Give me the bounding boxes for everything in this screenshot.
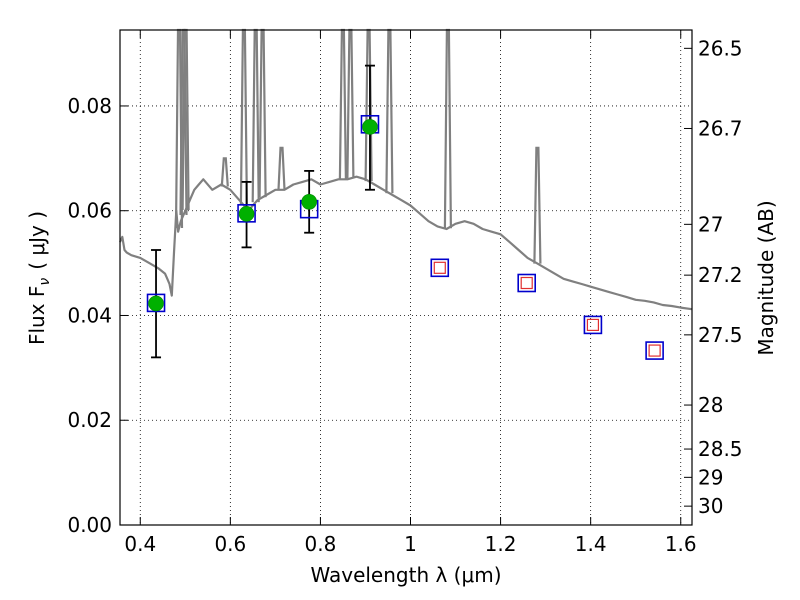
right-tick-label: 26.5 bbox=[698, 36, 743, 60]
flux-units: ( μJy ) bbox=[25, 211, 49, 270]
svg-text:Flux Fν( μJy ): Flux Fν ( μJy ) bbox=[25, 211, 53, 345]
y-tick-label: 0.08 bbox=[67, 94, 112, 118]
left-axis-label: Flux Fν ( μJy ) bbox=[25, 211, 53, 345]
predicted-flux-square bbox=[520, 276, 533, 290]
emission-line bbox=[443, 28, 452, 229]
x-tick-label: 0.6 bbox=[214, 532, 246, 556]
observed-flux-point bbox=[362, 119, 378, 135]
right-tick-label: 29 bbox=[698, 465, 723, 489]
flux-label: Flux F bbox=[25, 286, 49, 345]
predicted-flux-square bbox=[433, 261, 446, 274]
observed-flux-point bbox=[148, 295, 164, 312]
right-tick-label: 30 bbox=[698, 494, 723, 518]
emission-line bbox=[258, 28, 267, 198]
flux-subscript: ν bbox=[37, 278, 53, 286]
predicted-flux-square bbox=[648, 344, 661, 357]
observed-flux-point bbox=[301, 194, 317, 210]
right-tick-label: 27.5 bbox=[698, 323, 743, 347]
grid-lines bbox=[120, 30, 692, 526]
emission-line bbox=[251, 28, 260, 203]
right-tick-label: 28 bbox=[698, 393, 723, 417]
y-tick-label: 0.00 bbox=[67, 513, 112, 537]
plot-frame bbox=[119, 29, 693, 526]
x-tick-label: 1.6 bbox=[665, 532, 697, 556]
y-tick-label: 0.04 bbox=[67, 303, 112, 327]
model-photometry-square bbox=[237, 204, 256, 223]
model-spectrum-layer bbox=[118, 28, 693, 311]
right-tick-label: 26.7 bbox=[698, 116, 743, 140]
emission-line bbox=[239, 28, 248, 206]
emission-line bbox=[338, 28, 347, 180]
y-tick-label: 0.02 bbox=[67, 408, 112, 432]
x-tick-label: 1.4 bbox=[575, 532, 607, 556]
predicted-flux-square bbox=[586, 318, 600, 332]
observed-flux-point bbox=[238, 206, 255, 222]
svg-text:Magnitude (AB): Magnitude (AB) bbox=[754, 200, 778, 355]
axis-ticks: 0.4 0.6 0.8 1 1.2 1.4 1.6 0.00 0.02 0.04 0.06 0.08 2… bbox=[67, 30, 743, 556]
model-photometry-square bbox=[645, 341, 664, 360]
model-photometry-square bbox=[517, 273, 537, 293]
model-spectrum-line bbox=[118, 175, 693, 311]
right-axis-label: Magnitude (AB) bbox=[754, 200, 778, 355]
x-axis-label: Wavelength λ (μm) bbox=[310, 563, 501, 587]
emission-line bbox=[533, 146, 542, 264]
x-tick-label: 0.8 bbox=[305, 532, 337, 556]
emission-line bbox=[346, 28, 355, 179]
model-photometry-square bbox=[146, 293, 166, 313]
emission-line bbox=[385, 28, 394, 194]
data-points-layer bbox=[146, 64, 664, 360]
x-tick-label: 0.4 bbox=[124, 532, 156, 556]
model-photometry-square bbox=[430, 258, 450, 278]
emission-line bbox=[220, 157, 229, 187]
right-tick-label: 27 bbox=[698, 212, 723, 236]
right-tick-label: 28.5 bbox=[698, 437, 743, 461]
right-tick-label: 27.2 bbox=[698, 263, 743, 287]
x-tick-label: 1.2 bbox=[485, 532, 517, 556]
model-photometry-square bbox=[583, 315, 603, 335]
y-tick-label: 0.06 bbox=[67, 199, 112, 223]
x-tick-label: 1 bbox=[404, 532, 417, 556]
emission-line bbox=[277, 146, 286, 190]
